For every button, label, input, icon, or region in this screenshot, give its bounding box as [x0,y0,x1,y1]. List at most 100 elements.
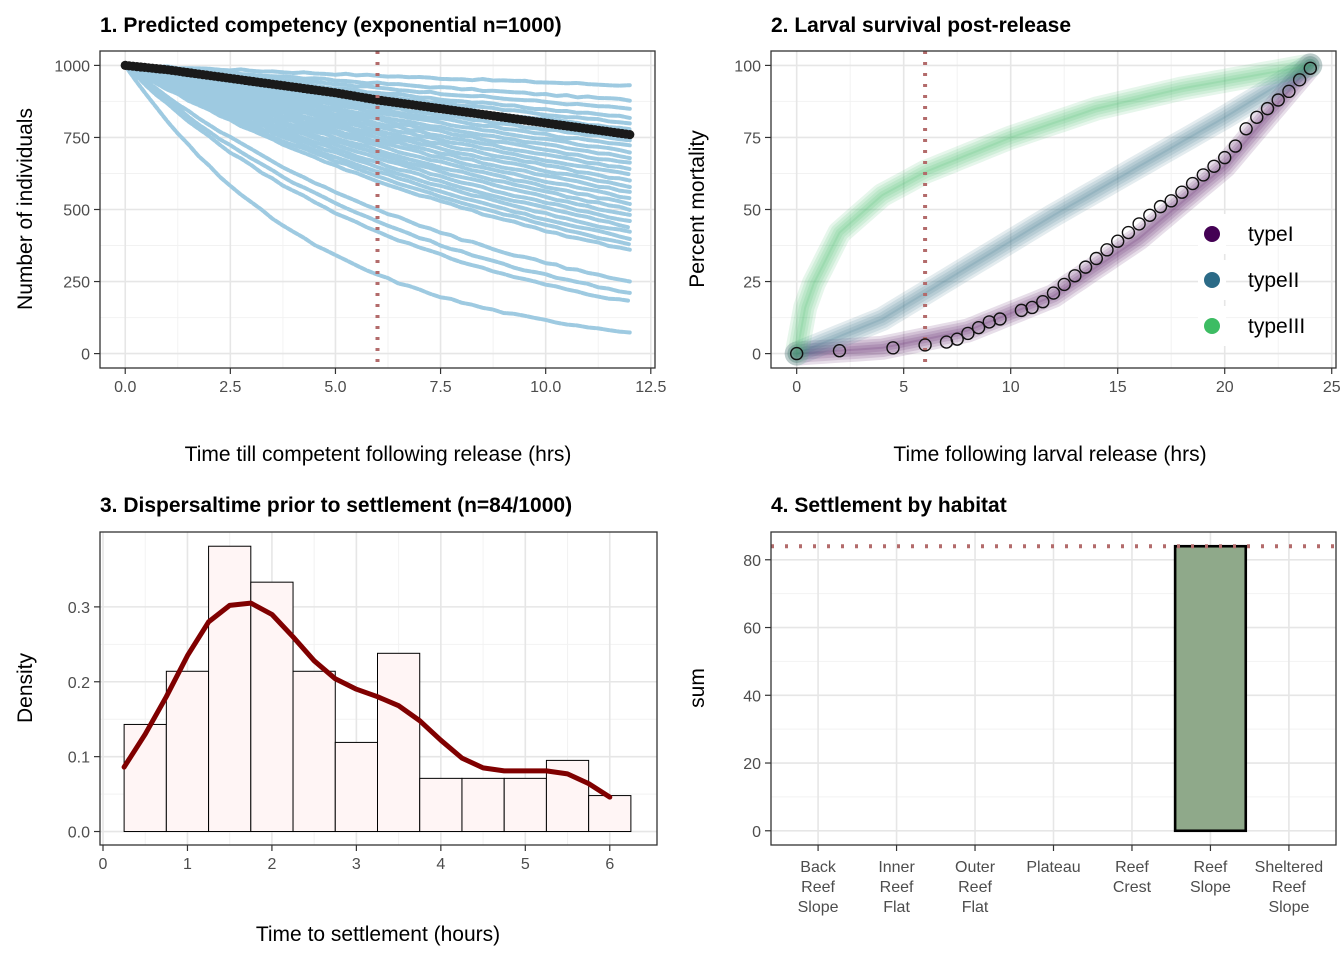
x-tick-label: 2.5 [219,379,241,396]
x-tick-label-line: Reef [880,879,914,896]
y-tick-label: 1000 [54,58,90,75]
typeIII-band [795,64,1312,355]
observed-point [1175,185,1189,199]
observed-point [1303,61,1318,75]
x-tick-label: 20 [1216,379,1234,396]
observed-point [886,341,900,355]
observed-point [971,320,986,335]
panel-2-grid [771,51,1336,368]
x-tick-label: Back Reef Slope [798,859,839,916]
observed-point [1100,243,1114,257]
x-tick-label: 4 [436,856,445,873]
panel-competency: 1. Predicted competency (exponential n=1… [14,14,666,466]
x-tick-label: Sheltered Reef Slope [1255,859,1324,916]
observed-point [1282,84,1296,99]
legend-label: typeIII [1248,315,1305,338]
x-tick-label: 25 [1323,379,1341,396]
simulation-line [123,64,632,171]
y-tick-label: 0.3 [68,600,90,617]
simulation-line [123,63,632,201]
observed-point [950,332,964,346]
x-tick-label-line: Reef [801,879,835,896]
x-tick-label: 12.5 [635,379,666,396]
x-tick-label: 5 [899,379,908,396]
y-tick-label: 500 [63,203,90,220]
observed-point [1046,286,1061,300]
x-tick-label: Reef Crest [1113,859,1152,896]
panel-1-title: 1. Predicted competency (exponential n=1… [100,14,562,37]
simulation-line [123,63,632,252]
typeI-band [790,58,1317,361]
x-tick-label-line: Crest [1113,879,1152,896]
observed-point [993,312,1007,326]
observed-point [1250,110,1264,124]
legend-label: typeII [1248,269,1299,292]
x-tick-label-line: Outer [955,859,996,876]
panel-3-y-ticks: 0.0 0.1 0.2 0.3 [68,600,100,842]
x-tick-label-line: Reef [958,879,992,896]
y-tick-label: 100 [734,58,761,75]
x-tick-label: 1 [183,856,192,873]
legend-swatch [1204,272,1220,288]
histogram-bar [250,581,294,833]
x-tick-label-line: Back [800,859,837,876]
simulation-line [123,64,632,284]
panel-2-legend: typeI typeII typeIII [1198,214,1305,346]
legend-label: typeI [1248,223,1294,246]
observed-point [789,346,804,361]
panel-2-observed-points [789,61,1318,361]
observed-point [1164,194,1178,208]
panel-4-y-label: sum [686,668,709,708]
panel-2-y-ticks: 0 25 50 75 100 [734,58,771,364]
observed-point [1260,101,1275,116]
x-tick-label: Inner Reef Flat [878,859,915,916]
panel-2-bands [784,53,1323,366]
panel-habitat: 4. Settlement by habitat Back Reef Slope In… [686,494,1337,916]
panel-3-x-ticks: 0 1 2 3 4 5 6 [99,845,614,873]
x-tick-label: 10.0 [530,379,561,396]
panel-dispersal: 3. Dispersaltime prior to settlement (n=… [14,494,658,946]
panel-1-y-ticks: 0 250 500 750 1000 [54,58,100,364]
x-tick-label-line: Flat [962,899,989,916]
panel-4-title: 4. Settlement by habitat [771,494,1007,517]
simulation-line [123,63,632,303]
x-tick-label: 0.0 [114,379,136,396]
observed-point [1271,93,1285,107]
y-tick-label: 0.2 [68,675,90,692]
typeIII-band [787,56,1320,363]
panel-3-title: 3. Dispersaltime prior to settlement (n=… [100,494,572,517]
panel-3-histogram [123,545,632,833]
x-tick-label: 3 [352,856,361,873]
x-tick-label: 7.5 [429,379,451,396]
y-tick-label: 0.0 [68,825,90,842]
y-tick-label: 0 [752,347,761,364]
observed-point [1207,159,1221,173]
observed-point [918,338,932,352]
simulation-line [123,63,632,335]
y-tick-label: 60 [743,621,761,638]
histogram-bar [334,741,378,833]
panel-2-x-ticks: 0 5 10 15 20 25 [792,368,1341,396]
x-tick-label: Outer Reef Flat [955,859,996,916]
y-tick-label: 25 [743,275,761,292]
x-tick-label-line: Slope [1268,899,1309,916]
observed-point [832,344,847,358]
x-tick-label: Plateau [1026,859,1080,876]
histogram-bar [208,545,252,833]
legend-swatch [1204,318,1220,334]
x-tick-label-line: Slope [798,899,839,916]
x-tick-label-line: Inner [878,859,915,876]
typeI-band [792,61,1315,358]
observed-point [1068,269,1082,283]
observed-point [1036,295,1050,309]
typeII-band [792,61,1315,358]
panel-1-x-label: Time till competent following release (h… [185,443,572,466]
simulation-line [123,63,632,241]
x-tick-label-line: Slope [1190,879,1231,896]
legend-swatch [1204,226,1220,242]
y-tick-label: 80 [743,553,761,570]
histogram-bar [292,670,336,833]
x-tick-label: 6 [605,856,614,873]
observed-point [1078,260,1093,274]
